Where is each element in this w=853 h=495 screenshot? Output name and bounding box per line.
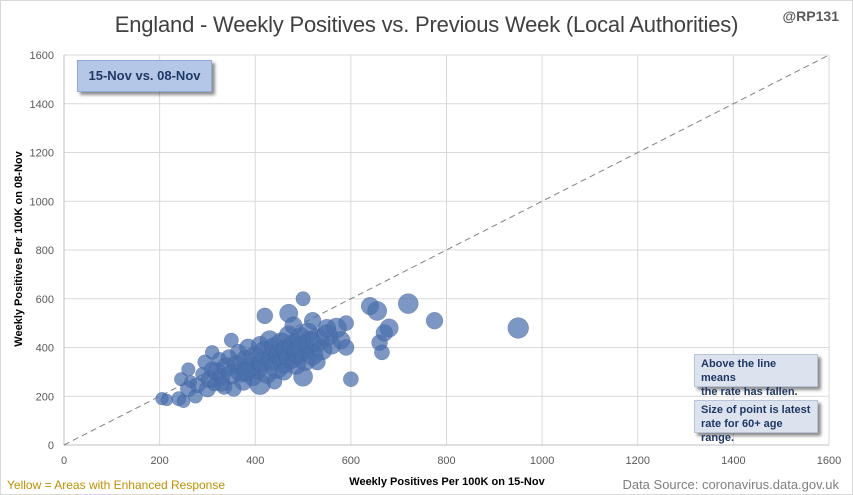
x-tick-label-2: 400 (246, 455, 264, 467)
data-point-88 (236, 362, 256, 382)
data-point-80 (507, 317, 529, 339)
data-point-70 (317, 318, 337, 338)
x-tick-label-1: 200 (150, 455, 168, 467)
enhanced-response-note: Yellow = Areas with Enhanced Response (7, 478, 226, 492)
data-point-89 (214, 376, 230, 392)
note-point-size-text-2: rate for 60+ age range. (701, 418, 783, 444)
x-tick-label-3: 600 (342, 455, 360, 467)
y-tick-label-4: 800 (36, 245, 54, 257)
data-point-83 (181, 362, 196, 377)
y-tick-label-5: 1000 (30, 196, 54, 208)
y-tick-label-0: 0 (48, 440, 54, 452)
note-point-size: Size of point is latest rate for 60+ age… (694, 400, 818, 444)
y-tick-label-2: 400 (36, 343, 54, 355)
chart-title: England - Weekly Positives vs. Previous … (114, 12, 739, 37)
x-tick-label-0: 0 (61, 455, 67, 467)
data-source: Data Source: coronavirus.data.gov.uk (622, 477, 839, 492)
y-tick-label-6: 1200 (30, 148, 54, 160)
data-point-82 (204, 345, 220, 360)
data-point-81 (223, 332, 239, 348)
data-point-78 (398, 293, 419, 314)
data-point-77 (379, 318, 399, 338)
period-label: 15-Nov vs. 08-Nov (77, 60, 212, 92)
axes (63, 55, 829, 446)
y-axis-title: Weekly Positives Per 100K on 08-Nov (13, 150, 25, 346)
data-point-73 (367, 301, 388, 321)
x-tick-label-6: 1200 (626, 455, 650, 467)
data-point-69 (303, 312, 322, 330)
data-point-75 (374, 344, 390, 361)
note-above-line: Above the line means the rate has fallen… (694, 354, 818, 398)
data-point-64 (337, 339, 355, 356)
data-point-85 (284, 316, 303, 335)
data-point-65 (343, 371, 359, 388)
note-above-line-text-1: Above the line means (701, 358, 777, 384)
data-point-68 (295, 291, 311, 307)
data-point-86 (309, 353, 326, 371)
author-handle: @RP131 (782, 8, 839, 24)
data-point-1 (160, 393, 174, 407)
x-tick-labels: 0 200 400 600 800 1000 1200 1400 1600 (61, 455, 841, 467)
x-tick-label-5: 1000 (530, 455, 554, 467)
note-above-line-text-2: the rate has fallen. (701, 386, 798, 398)
data-points (155, 291, 529, 408)
data-point-71 (338, 315, 354, 331)
x-axis-title: Weekly Positives Per 100K on 15-Nov (349, 476, 545, 488)
data-point-79 (425, 312, 444, 330)
x-tick-label-8: 1600 (817, 455, 841, 467)
y-tick-label-8: 1600 (30, 50, 54, 62)
x-tick-label-4: 800 (437, 455, 455, 467)
y-tick-label-7: 1400 (30, 99, 54, 111)
y-tick-labels: 0 200 400 600 800 1000 1200 1400 1600 (30, 50, 54, 452)
data-point-87 (275, 363, 293, 381)
y-tick-label-3: 600 (36, 294, 54, 306)
data-point-66 (256, 307, 274, 325)
note-point-size-text-1: Size of point is latest (701, 404, 811, 416)
x-tick-label-7: 1400 (721, 455, 745, 467)
y-tick-label-1: 200 (36, 391, 54, 403)
